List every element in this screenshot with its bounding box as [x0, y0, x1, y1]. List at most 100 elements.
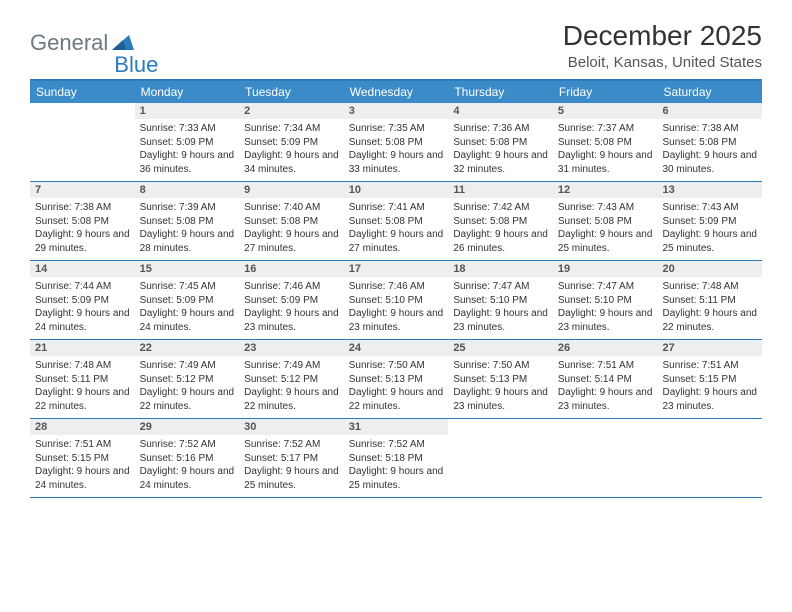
day-body: Sunrise: 7:38 AMSunset: 5:08 PMDaylight:… — [657, 119, 762, 180]
sunset-line: Sunset: 5:11 PM — [35, 373, 130, 387]
sunset-line: Sunset: 5:08 PM — [558, 215, 653, 229]
daylight-line: Daylight: 9 hours and 23 minutes. — [453, 307, 548, 334]
day-number: 4 — [448, 103, 553, 119]
day-cell: 12Sunrise: 7:43 AMSunset: 5:08 PMDayligh… — [553, 182, 658, 260]
day-body: Sunrise: 7:43 AMSunset: 5:09 PMDaylight:… — [657, 198, 762, 259]
day-cell: 9Sunrise: 7:40 AMSunset: 5:08 PMDaylight… — [239, 182, 344, 260]
day-cell: 2Sunrise: 7:34 AMSunset: 5:09 PMDaylight… — [239, 103, 344, 181]
day-body: Sunrise: 7:48 AMSunset: 5:11 PMDaylight:… — [30, 356, 135, 417]
sunset-line: Sunset: 5:12 PM — [140, 373, 235, 387]
daylight-line: Daylight: 9 hours and 23 minutes. — [558, 386, 653, 413]
day-cell: 26Sunrise: 7:51 AMSunset: 5:14 PMDayligh… — [553, 340, 658, 418]
day-cell: 3Sunrise: 7:35 AMSunset: 5:08 PMDaylight… — [344, 103, 449, 181]
daylight-line: Daylight: 9 hours and 30 minutes. — [662, 149, 757, 176]
day-cell: 1Sunrise: 7:33 AMSunset: 5:09 PMDaylight… — [135, 103, 240, 181]
day-cell: 5Sunrise: 7:37 AMSunset: 5:08 PMDaylight… — [553, 103, 658, 181]
calendar-grid: SundayMondayTuesdayWednesdayThursdayFrid… — [30, 79, 762, 498]
day-number: 15 — [135, 261, 240, 277]
day-body: Sunrise: 7:51 AMSunset: 5:15 PMDaylight:… — [657, 356, 762, 417]
day-number: 11 — [448, 182, 553, 198]
day-number: 31 — [344, 419, 449, 435]
calendar-page: General Blue December 2025 Beloit, Kansa… — [0, 0, 792, 518]
sunset-line: Sunset: 5:08 PM — [349, 136, 444, 150]
day-cell: 15Sunrise: 7:45 AMSunset: 5:09 PMDayligh… — [135, 261, 240, 339]
day-cell: 20Sunrise: 7:48 AMSunset: 5:11 PMDayligh… — [657, 261, 762, 339]
sunset-line: Sunset: 5:10 PM — [453, 294, 548, 308]
sunrise-line: Sunrise: 7:52 AM — [349, 438, 444, 452]
sunset-line: Sunset: 5:09 PM — [244, 294, 339, 308]
sunrise-line: Sunrise: 7:52 AM — [244, 438, 339, 452]
weekday-label: Sunday — [30, 81, 135, 103]
daylight-line: Daylight: 9 hours and 22 minutes. — [35, 386, 130, 413]
sunset-line: Sunset: 5:15 PM — [662, 373, 757, 387]
day-cell — [448, 419, 553, 497]
day-body: Sunrise: 7:42 AMSunset: 5:08 PMDaylight:… — [448, 198, 553, 259]
day-cell: 14Sunrise: 7:44 AMSunset: 5:09 PMDayligh… — [30, 261, 135, 339]
sunrise-line: Sunrise: 7:51 AM — [558, 359, 653, 373]
day-number: 3 — [344, 103, 449, 119]
daylight-line: Daylight: 9 hours and 31 minutes. — [558, 149, 653, 176]
day-cell: 18 Sunrise: 7:47 AMSunset: 5:10 PMDayligh… — [448, 261, 553, 339]
day-body: Sunrise: 7:34 AMSunset: 5:09 PMDaylight:… — [239, 119, 344, 180]
daylight-line: Daylight: 9 hours and 34 minutes. — [244, 149, 339, 176]
daylight-line: Daylight: 9 hours and 22 minutes. — [140, 386, 235, 413]
sunset-line: Sunset: 5:13 PM — [453, 373, 548, 387]
day-number: 21 — [30, 340, 135, 356]
day-cell: 16Sunrise: 7:46 AMSunset: 5:09 PMDayligh… — [239, 261, 344, 339]
weeks-container: 1Sunrise: 7:33 AMSunset: 5:09 PMDaylight… — [30, 103, 762, 498]
sunset-line: Sunset: 5:17 PM — [244, 452, 339, 466]
sunrise-line: Sunrise: 7:47 AM — [453, 280, 548, 294]
weekday-label: Saturday — [657, 81, 762, 103]
weekday-label: Monday — [135, 81, 240, 103]
day-number: 16 — [239, 261, 344, 277]
week-row: 7Sunrise: 7:38 AMSunset: 5:08 PMDaylight… — [30, 182, 762, 261]
day-body: Sunrise: 7:46 AMSunset: 5:10 PMDaylight:… — [344, 277, 449, 338]
day-body: Sunrise: 7:52 AMSunset: 5:16 PMDaylight:… — [135, 435, 240, 496]
sunset-line: Sunset: 5:09 PM — [140, 136, 235, 150]
day-body: Sunrise: 7:52 AMSunset: 5:18 PMDaylight:… — [344, 435, 449, 496]
daylight-line: Daylight: 9 hours and 29 minutes. — [35, 228, 130, 255]
day-number: 24 — [344, 340, 449, 356]
day-body: Sunrise: 7:48 AMSunset: 5:11 PMDaylight:… — [657, 277, 762, 338]
day-cell — [30, 103, 135, 181]
sunset-line: Sunset: 5:13 PM — [349, 373, 444, 387]
daylight-line: Daylight: 9 hours and 32 minutes. — [453, 149, 548, 176]
daylight-line: Daylight: 9 hours and 23 minutes. — [349, 307, 444, 334]
day-body: Sunrise: 7:50 AMSunset: 5:13 PMDaylight:… — [344, 356, 449, 417]
weekday-label: Tuesday — [239, 81, 344, 103]
sunset-line: Sunset: 5:15 PM — [35, 452, 130, 466]
day-number: 23 — [239, 340, 344, 356]
day-body: Sunrise: 7:35 AMSunset: 5:08 PMDaylight:… — [344, 119, 449, 180]
daylight-line: Daylight: 9 hours and 23 minutes. — [244, 307, 339, 334]
sunrise-line: Sunrise: 7:49 AM — [140, 359, 235, 373]
day-number: 29 — [135, 419, 240, 435]
day-number: 26 — [553, 340, 658, 356]
day-number: 13 — [657, 182, 762, 198]
day-number: 18 — [448, 261, 553, 277]
day-cell: 21Sunrise: 7:48 AMSunset: 5:11 PMDayligh… — [30, 340, 135, 418]
sunrise-line: Sunrise: 7:36 AM — [453, 122, 548, 136]
sunrise-line: Sunrise: 7:47 AM — [558, 280, 653, 294]
logo-text-1: General — [30, 30, 108, 56]
day-number: 30 — [239, 419, 344, 435]
sunrise-line: Sunrise: 7:48 AM — [662, 280, 757, 294]
day-cell: 28Sunrise: 7:51 AMSunset: 5:15 PMDayligh… — [30, 419, 135, 497]
logo-text-2: Blue — [114, 52, 158, 78]
daylight-line: Daylight: 9 hours and 24 minutes. — [140, 465, 235, 492]
day-cell: 30Sunrise: 7:52 AMSunset: 5:17 PMDayligh… — [239, 419, 344, 497]
day-cell: 24Sunrise: 7:50 AMSunset: 5:13 PMDayligh… — [344, 340, 449, 418]
sunrise-line: Sunrise: 7:35 AM — [349, 122, 444, 136]
day-cell: 29Sunrise: 7:52 AMSunset: 5:16 PMDayligh… — [135, 419, 240, 497]
sunrise-line: Sunrise: 7:37 AM — [558, 122, 653, 136]
day-body: Sunrise: 7:49 AMSunset: 5:12 PMDaylight:… — [239, 356, 344, 417]
day-number: 12 — [553, 182, 658, 198]
day-number: 2 — [239, 103, 344, 119]
daylight-line: Daylight: 9 hours and 24 minutes. — [140, 307, 235, 334]
day-cell: 13Sunrise: 7:43 AMSunset: 5:09 PMDayligh… — [657, 182, 762, 260]
day-number: 20 — [657, 261, 762, 277]
daylight-line: Daylight: 9 hours and 28 minutes. — [140, 228, 235, 255]
daylight-line: Daylight: 9 hours and 33 minutes. — [349, 149, 444, 176]
day-number: 19 — [553, 261, 658, 277]
day-cell: 19Sunrise: 7:47 AMSunset: 5:10 PMDayligh… — [553, 261, 658, 339]
sunset-line: Sunset: 5:10 PM — [349, 294, 444, 308]
